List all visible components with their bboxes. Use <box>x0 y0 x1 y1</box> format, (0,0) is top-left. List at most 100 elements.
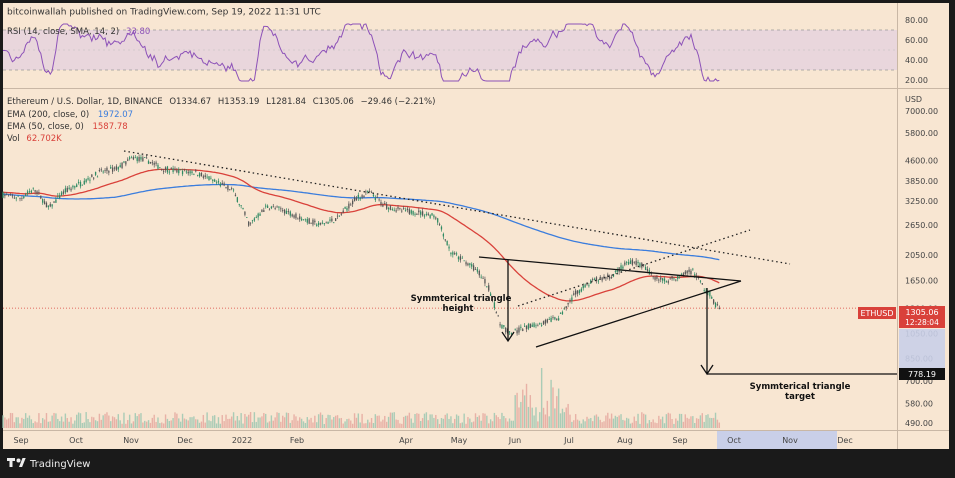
candle-body <box>125 161 127 165</box>
candle-body <box>650 273 652 275</box>
candle-body <box>145 157 148 159</box>
volume-bar <box>644 414 647 428</box>
long-term-trendline <box>123 150 791 265</box>
volume-bar <box>401 423 403 428</box>
volume-bar <box>658 415 660 428</box>
future-zone <box>717 430 837 449</box>
candle-body <box>544 319 547 324</box>
candle-body <box>626 262 628 264</box>
candle-body <box>493 302 496 309</box>
volume-bar <box>531 407 533 428</box>
candle-body <box>444 239 446 241</box>
volume-bar <box>607 412 609 428</box>
symbol-label: Ethereum / U.S. Dollar, 1D, BINANCE <box>7 97 163 107</box>
candle-body <box>607 274 609 277</box>
candle-body <box>525 325 528 330</box>
ohlc-low: L1281.84 <box>266 97 306 107</box>
volume-bar <box>325 418 327 428</box>
volume-bar <box>527 406 530 428</box>
volume-bar <box>491 421 494 428</box>
volume-bar <box>482 413 484 428</box>
volume-bar <box>179 421 182 428</box>
time-axis[interactable]: Sep Oct Nov Dec 2022 Feb Apr May Jun Jul Aug Sep Oct… <box>13 436 852 445</box>
volume-bar <box>119 420 121 428</box>
candle-body <box>406 208 409 210</box>
volume-bar <box>367 419 369 428</box>
candle-body <box>232 189 235 191</box>
candle-body <box>94 171 97 175</box>
volume-bar <box>202 414 205 428</box>
candle-body <box>344 206 346 209</box>
volume-bar <box>503 416 505 428</box>
volume-bar <box>540 368 543 428</box>
volume-bar <box>465 423 467 428</box>
price-tick-label: 4600.00 <box>905 156 938 165</box>
candle-body <box>667 281 669 283</box>
candle-body <box>652 276 654 278</box>
volume-bar <box>537 421 539 428</box>
volume-bar <box>665 414 668 428</box>
height-arrow-head <box>501 331 515 343</box>
candle-body <box>166 166 169 173</box>
candle-body <box>119 165 121 168</box>
volume-bar <box>384 415 386 428</box>
symbol-tag-text: ETHUSD <box>860 309 893 318</box>
volume-bar <box>134 413 136 428</box>
candle-body <box>257 213 259 218</box>
volume-bar <box>94 420 97 428</box>
volume-bar <box>125 423 127 428</box>
candle-body <box>110 167 112 169</box>
candle-body <box>168 171 170 173</box>
volume-bar <box>285 412 288 428</box>
volume-bar <box>334 415 337 428</box>
candle-body <box>353 197 356 202</box>
price-axis-unit: USD <box>905 95 922 104</box>
candle-body <box>427 213 429 215</box>
candle-body <box>317 222 320 226</box>
candle-body <box>718 307 720 310</box>
time-tick-label: 2022 <box>232 436 252 445</box>
volume-bar <box>159 423 161 428</box>
volume-bar <box>419 420 422 428</box>
volume-bar <box>393 412 395 428</box>
volume-bar <box>718 422 721 428</box>
time-tick-label: Jul <box>563 436 574 445</box>
candle-body <box>529 323 531 328</box>
volume-bar <box>304 422 307 428</box>
candle-body <box>111 167 114 172</box>
volume-bar <box>654 422 656 428</box>
volume-bar <box>382 419 384 428</box>
volume-bar <box>51 415 53 428</box>
candle-body <box>161 169 163 170</box>
volume-bar <box>64 413 67 428</box>
candle-body <box>678 277 681 278</box>
volume-bar <box>705 415 707 428</box>
candle-body <box>283 209 286 214</box>
candle-body <box>429 215 431 218</box>
volume-bar <box>85 412 87 428</box>
volume-bar <box>614 415 617 428</box>
candle-body <box>393 209 395 211</box>
candle-body <box>11 195 14 197</box>
volume-bar <box>147 420 150 428</box>
volume-bar <box>663 423 666 428</box>
candle-body <box>575 290 577 295</box>
candle-body <box>59 195 61 199</box>
symbol-tag-bg <box>858 307 896 319</box>
volume-bar <box>166 418 169 428</box>
candle-body <box>325 222 327 224</box>
volume-bar <box>671 419 673 428</box>
volume-bar <box>79 413 82 428</box>
volume-bar <box>293 414 295 428</box>
candle-body <box>77 182 80 183</box>
volume-bar <box>7 418 10 428</box>
volume-bar <box>480 420 482 428</box>
volume-bar <box>550 379 552 428</box>
candle-body <box>641 263 643 268</box>
volume-bar <box>669 413 671 428</box>
volume-bar <box>646 423 649 428</box>
candle-body <box>550 317 552 322</box>
volume-bar <box>501 412 503 428</box>
target-label-line1: Symmterical triangle <box>750 382 851 392</box>
